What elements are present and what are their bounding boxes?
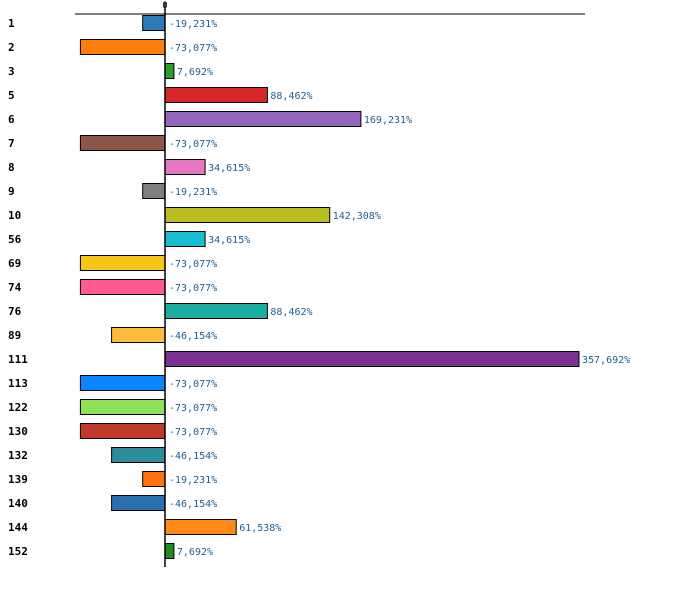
value-label-113: -73,077% xyxy=(169,379,217,390)
bar-111 xyxy=(164,351,580,367)
value-label-8: 34,615% xyxy=(208,163,250,174)
value-label-10: 142,308% xyxy=(333,211,381,222)
bar-122 xyxy=(79,399,166,415)
category-label-56: 56 xyxy=(8,233,22,246)
bar-56 xyxy=(164,231,206,247)
bar-152 xyxy=(164,543,175,559)
value-label-74: -73,077% xyxy=(169,283,217,294)
bar-74 xyxy=(79,279,166,295)
category-label-6: 6 xyxy=(8,113,15,126)
category-label-69: 69 xyxy=(8,257,21,270)
bar-76 xyxy=(164,303,268,319)
value-label-3: 7,692% xyxy=(177,67,213,78)
bar-6 xyxy=(164,111,362,127)
category-label-140: 140 xyxy=(8,497,28,510)
value-label-2: -73,077% xyxy=(169,43,217,54)
value-label-89: -46,154% xyxy=(169,331,217,342)
value-label-76: 88,462% xyxy=(270,307,312,318)
value-label-56: 34,615% xyxy=(208,235,250,246)
bars-group xyxy=(79,15,580,559)
bar-130 xyxy=(79,423,166,439)
category-label-8: 8 xyxy=(8,161,15,174)
value-label-1: -19,231% xyxy=(169,19,217,30)
bar-69 xyxy=(79,255,166,271)
category-label-74: 74 xyxy=(8,281,22,294)
value-label-5: 88,462% xyxy=(270,91,312,102)
category-label-113: 113 xyxy=(8,377,28,390)
category-label-122: 122 xyxy=(8,401,28,414)
category-label-152: 152 xyxy=(8,545,28,558)
value-label-122: -73,077% xyxy=(169,403,217,414)
category-label-9: 9 xyxy=(8,185,15,198)
category-label-130: 130 xyxy=(8,425,28,438)
bar-144 xyxy=(164,519,237,535)
category-label-10: 10 xyxy=(8,209,21,222)
value-label-6: 169,231% xyxy=(364,115,412,126)
labels-group: 1 -19,231% 2 -73,077% 3 7,692% 5 88,462% 6 169,23… xyxy=(8,17,630,558)
category-label-132: 132 xyxy=(8,449,28,462)
zero-tick-label: 0 xyxy=(162,1,167,11)
category-label-144: 144 xyxy=(8,521,28,534)
category-label-111: 111 xyxy=(8,353,28,366)
category-label-1: 1 xyxy=(8,17,15,30)
value-label-139: -19,231% xyxy=(169,475,217,486)
value-label-9: -19,231% xyxy=(169,187,217,198)
category-label-89: 89 xyxy=(8,329,21,342)
value-label-152: 7,692% xyxy=(177,547,213,558)
value-label-144: 61,538% xyxy=(239,523,281,534)
bar-3 xyxy=(164,63,175,79)
value-label-140: -46,154% xyxy=(169,499,217,510)
value-label-132: -46,154% xyxy=(169,451,217,462)
bar-139 xyxy=(142,471,166,487)
category-label-5: 5 xyxy=(8,89,15,102)
bar-89 xyxy=(111,327,166,343)
category-label-3: 3 xyxy=(8,65,15,78)
bar-132 xyxy=(111,447,166,463)
category-label-139: 139 xyxy=(8,473,28,486)
value-label-111: 357,692% xyxy=(582,355,630,366)
bar-9 xyxy=(142,183,166,199)
bar-1 xyxy=(142,15,166,31)
bar-2 xyxy=(79,39,166,55)
value-label-69: -73,077% xyxy=(169,259,217,270)
value-label-130: -73,077% xyxy=(169,427,217,438)
category-label-76: 76 xyxy=(8,305,22,318)
bar-113 xyxy=(79,375,166,391)
bar-7 xyxy=(79,135,166,151)
category-label-2: 2 xyxy=(8,41,15,54)
bar-5 xyxy=(164,87,268,103)
bar-8 xyxy=(164,159,206,175)
bar-140 xyxy=(111,495,166,511)
category-label-7: 7 xyxy=(8,137,15,150)
value-label-7: -73,077% xyxy=(169,139,217,150)
bar-10 xyxy=(164,207,331,223)
